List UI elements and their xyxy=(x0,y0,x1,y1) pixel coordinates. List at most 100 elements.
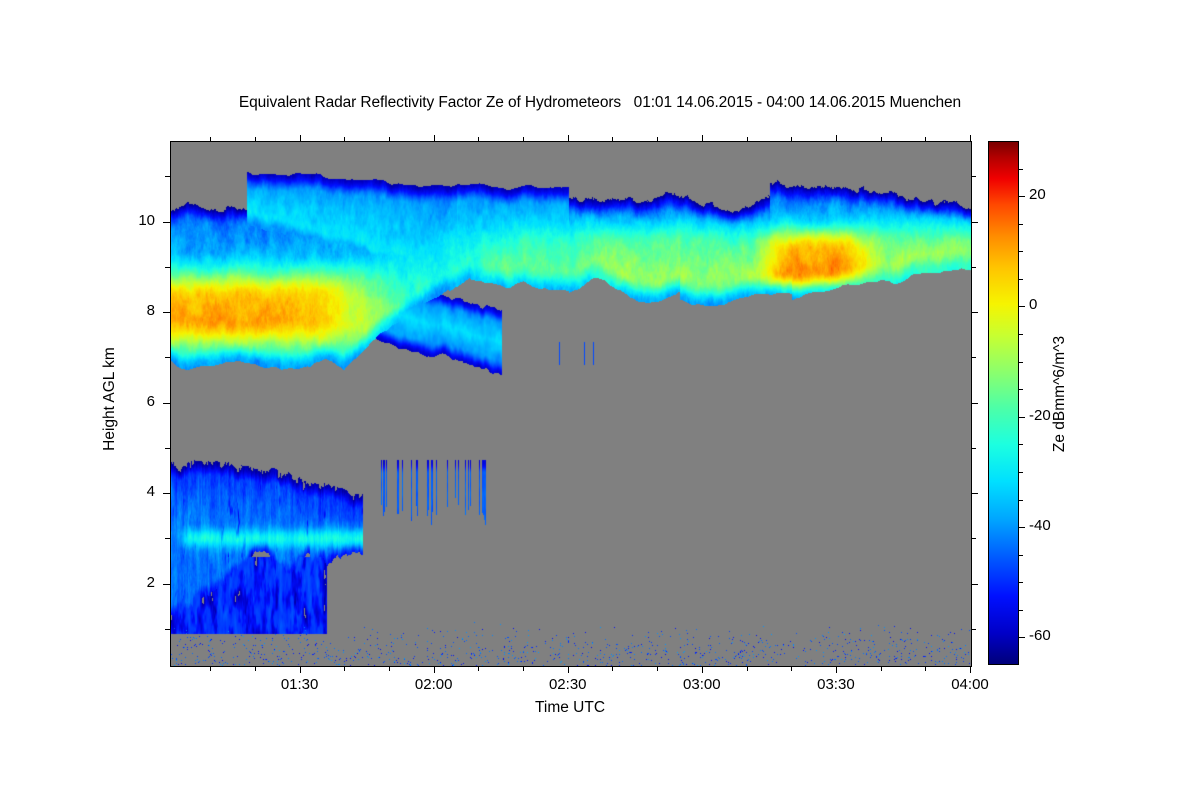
x-tick-label: 02:00 xyxy=(414,676,453,693)
x-tick-minor xyxy=(210,666,212,671)
colorbar-gradient xyxy=(988,141,1019,665)
colorbar-tick-minor xyxy=(1019,223,1023,225)
y-tick-minor-right xyxy=(971,628,976,630)
colorbar-tick-major xyxy=(1019,527,1025,529)
y-tick-minor xyxy=(165,628,170,630)
x-tick-minor-top xyxy=(791,137,793,142)
colorbar-tick-minor xyxy=(1019,168,1023,170)
x-tick-label: 01:30 xyxy=(280,676,319,693)
x-tick-major-top xyxy=(701,135,703,142)
reflectivity-heatmap xyxy=(171,142,971,666)
x-tick-major xyxy=(701,666,703,673)
y-tick-label: 8 xyxy=(146,302,155,320)
colorbar-tick-minor xyxy=(1019,278,1023,280)
x-tick-minor xyxy=(612,666,614,671)
y-tick-minor xyxy=(165,176,170,178)
colorbar-title-label: Ze dBmm^6/m^3 xyxy=(1051,335,1068,453)
y-tick-major xyxy=(163,493,170,495)
colorbar-tick-minor xyxy=(1019,361,1023,363)
x-tick-minor-top xyxy=(478,137,480,142)
colorbar-tick-minor xyxy=(1019,251,1023,253)
colorbar-tick-label: 20 xyxy=(1029,186,1046,204)
colorbar-tick-minor xyxy=(1019,609,1023,611)
colorbar-tick-minor xyxy=(1019,471,1023,473)
x-tick-minor-top xyxy=(523,137,525,142)
y-tick-label: 4 xyxy=(146,483,155,501)
y-tick-minor xyxy=(165,266,170,268)
colorbar-tick-minor xyxy=(1019,499,1023,501)
x-tick-label: 03:30 xyxy=(817,676,855,693)
colorbar-tick-minor xyxy=(1019,582,1023,584)
x-tick-minor xyxy=(746,666,748,671)
x-tick-major-top xyxy=(299,135,301,142)
y-axis-title: Height AGL km xyxy=(101,347,118,451)
x-tick-minor-top xyxy=(344,137,346,142)
x-tick-minor xyxy=(344,666,346,671)
x-tick-minor-top xyxy=(657,137,659,142)
colorbar-tick-minor xyxy=(1019,444,1023,446)
x-tick-major xyxy=(299,666,301,673)
x-tick-minor-top xyxy=(880,137,882,142)
y-tick-minor-right xyxy=(971,357,976,359)
y-tick-major xyxy=(163,221,170,223)
y-tick-minor-right xyxy=(971,176,976,178)
x-tick-minor xyxy=(254,666,256,671)
colorbar-tick-label: 0 xyxy=(1029,296,1038,314)
x-tick-label: 02:30 xyxy=(548,676,587,693)
y-tick-major-right xyxy=(971,583,978,585)
x-tick-major xyxy=(433,666,435,673)
colorbar xyxy=(988,141,1019,665)
x-tick-minor xyxy=(388,666,390,671)
colorbar-tick-label: -20 xyxy=(1029,406,1051,424)
plot-area xyxy=(170,141,972,667)
x-tick-minor xyxy=(925,666,927,671)
colorbar-tick-major xyxy=(1019,306,1025,308)
x-tick-minor xyxy=(523,666,525,671)
colorbar-title: Ze dBmm^6/m^3 xyxy=(1045,255,1075,535)
colorbar-tick-label: -40 xyxy=(1029,517,1051,535)
x-tick-major-top xyxy=(835,135,837,142)
x-tick-major xyxy=(970,666,971,673)
y-tick-major-right xyxy=(971,221,978,223)
y-tick-minor-right xyxy=(971,266,976,268)
y-tick-major-right xyxy=(971,312,978,314)
colorbar-tick-minor xyxy=(1019,389,1023,391)
y-tick-minor-right xyxy=(971,538,976,540)
x-tick-label: 04:00 xyxy=(951,676,989,693)
colorbar-tick-minor xyxy=(1019,554,1023,556)
y-tick-major-right xyxy=(971,493,978,495)
x-tick-minor-top xyxy=(746,137,748,142)
y-tick-major xyxy=(163,402,170,404)
y-tick-label: 6 xyxy=(146,392,155,410)
y-tick-major xyxy=(163,312,170,314)
x-tick-major xyxy=(567,666,569,673)
y-tick-minor xyxy=(165,357,170,359)
colorbar-tick-minor xyxy=(1019,334,1023,336)
x-tick-minor xyxy=(478,666,480,671)
y-tick-minor xyxy=(165,447,170,449)
colorbar-tick-label: -60 xyxy=(1029,627,1051,645)
x-axis-title: Time UTC xyxy=(534,699,606,716)
y-tick-minor xyxy=(165,538,170,540)
y-tick-label: 2 xyxy=(146,573,155,591)
x-tick-minor xyxy=(657,666,659,671)
x-tick-minor-top xyxy=(254,137,256,142)
x-tick-minor xyxy=(880,666,882,671)
y-tick-label: 10 xyxy=(138,211,155,229)
x-tick-minor xyxy=(791,666,793,671)
x-tick-major-top xyxy=(567,135,569,142)
x-tick-major xyxy=(835,666,837,673)
x-tick-minor-top xyxy=(612,137,614,142)
y-tick-major xyxy=(163,583,170,585)
x-tick-minor-top xyxy=(388,137,390,142)
x-tick-major-top xyxy=(433,135,435,142)
colorbar-tick-major xyxy=(1019,416,1025,418)
y-tick-minor-right xyxy=(971,447,976,449)
colorbar-tick-major xyxy=(1019,196,1025,198)
colorbar-tick-major xyxy=(1019,637,1025,639)
x-tick-minor-top xyxy=(210,137,212,142)
figure-title: Equivalent Radar Reflectivity Factor Ze … xyxy=(238,94,962,111)
x-tick-major-top xyxy=(970,135,971,142)
x-tick-minor-top xyxy=(925,137,927,142)
